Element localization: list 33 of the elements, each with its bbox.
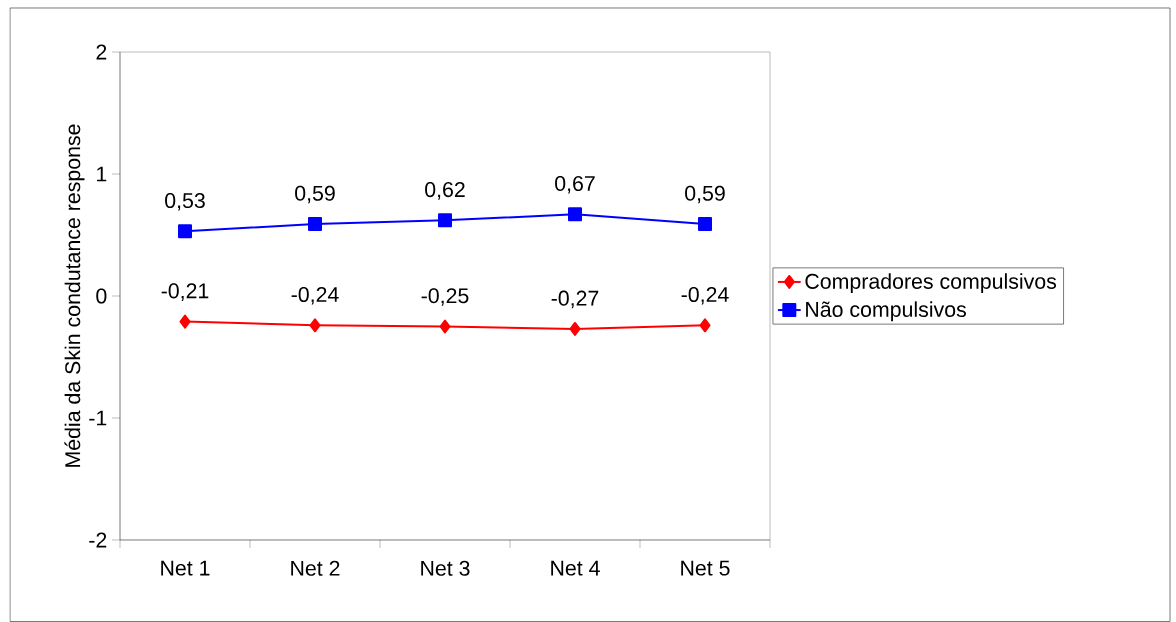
data-label: 0,59 xyxy=(295,185,335,204)
data-label: -0,24 xyxy=(681,286,729,305)
y-axis-title: Média da Skin condutance response xyxy=(64,124,85,467)
x-tick-label: Net 3 xyxy=(421,560,470,576)
data-label: -0,21 xyxy=(161,283,209,301)
y-tick-label: -1 xyxy=(89,410,107,426)
x-tick-label: Net 2 xyxy=(291,560,340,576)
y-tick-label: 1 xyxy=(97,166,107,182)
legend-label: Compradores compulsivos xyxy=(805,273,1057,294)
point xyxy=(179,314,191,329)
data-label: -0,24 xyxy=(291,286,339,305)
data-label: -0,25 xyxy=(421,288,469,306)
point xyxy=(698,217,713,232)
point xyxy=(308,217,323,232)
point xyxy=(439,319,451,334)
data-label: 0,62 xyxy=(425,182,465,200)
point xyxy=(438,213,453,228)
point xyxy=(309,318,321,333)
point xyxy=(569,321,581,336)
x-tick-label: Net 5 xyxy=(681,560,730,576)
x-tick-label: Net 4 xyxy=(551,560,600,576)
x-tick-label: Net 1 xyxy=(161,560,210,576)
legend-label: Não compulsivos xyxy=(806,301,966,322)
data-label: 0,53 xyxy=(165,193,205,211)
y-tick-label: 2 xyxy=(96,44,107,60)
point xyxy=(568,207,583,222)
data-label: -0,27 xyxy=(551,290,599,309)
data-label: 0,59 xyxy=(685,185,725,204)
y-tick-label: 0 xyxy=(96,288,107,304)
data-label: 0,67 xyxy=(555,175,595,194)
y-tick-label: -2 xyxy=(89,532,107,548)
point xyxy=(699,318,711,333)
point xyxy=(178,224,193,239)
